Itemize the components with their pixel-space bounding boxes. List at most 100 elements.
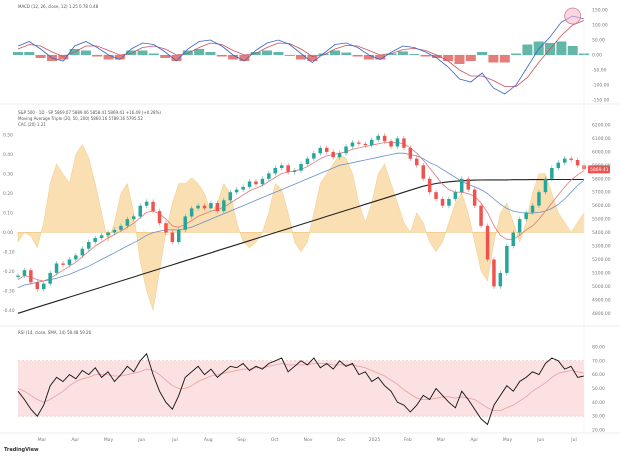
candle-body [524, 212, 528, 220]
macd-histogram-bar [148, 53, 159, 55]
candle-body [479, 205, 483, 226]
candle-body [87, 242, 91, 249]
price-y-tick-label: 5500.00 [592, 217, 611, 223]
price-legend-line: S&P 500 · 1D · SP 5869.07 5889.06 5858.4… [18, 110, 161, 115]
rsi-y-tick-label: 60.00 [592, 372, 605, 378]
macd-histogram-bar [499, 55, 510, 63]
macd-histogram-bar [375, 55, 386, 60]
candle-body [138, 205, 142, 217]
candle-body [318, 147, 322, 154]
candle-body [434, 192, 438, 199]
candle-body [196, 205, 200, 209]
macd-histogram-bar [431, 55, 442, 58]
rsi-legend: RSI (14, close, SMA, 14) 58.48 59.26 [18, 330, 92, 335]
macd-histogram-bar [488, 55, 499, 63]
candle-body [35, 282, 39, 289]
rsi-y-tick-label: 30.00 [592, 414, 605, 420]
macd-histogram-bar [35, 55, 46, 58]
correlation-y-tick-label: 0.40 [3, 152, 13, 158]
candle-body [106, 232, 110, 236]
time-axis-label: Jun [536, 437, 544, 443]
time-axis-label: Oct [271, 437, 279, 443]
candle-body [466, 178, 470, 190]
macd-histogram-bar [465, 55, 476, 61]
macd-histogram-bar [284, 55, 295, 56]
candle-body [209, 203, 213, 209]
macd-histogram-bar [397, 51, 408, 55]
candle-body [247, 181, 252, 187]
macd-histogram-bar [205, 52, 216, 55]
rsi-panel: 80.00 70.00 60.00 50.00 40.00 30.00 20.00 RSI (… [17, 330, 605, 434]
time-axis-label: Apr [71, 437, 79, 443]
rsi-y-tick-label: 20.00 [592, 428, 605, 434]
macd-legend: MACD (12, 26, close, 12) 1.25 0.78 0.48 [18, 4, 99, 9]
candle-body [460, 178, 464, 193]
candle-body [74, 255, 78, 260]
candle-body [337, 153, 342, 158]
candle-body [132, 216, 136, 220]
macd-histogram-bar [58, 55, 69, 60]
rsi-y-tick-label: 40.00 [592, 400, 605, 406]
macd-signal-line [17, 20, 585, 87]
macd-histogram-bar [307, 55, 318, 61]
ma200-line [17, 178, 584, 314]
price-y-tick-label: 4900.00 [592, 297, 611, 303]
macd-histogram-bar [239, 55, 250, 61]
candle-body [505, 246, 509, 273]
candle-body [485, 225, 490, 260]
time-axis-label: Aug [204, 437, 213, 443]
rsi-y-tick-label: 70.00 [592, 358, 605, 364]
correlation-y-tick-label: -0.20 [3, 269, 15, 275]
macd-histogram-bar [522, 44, 533, 55]
macd-histogram-bar [409, 54, 420, 55]
price-y-tick-label: 5300.00 [592, 244, 611, 250]
candle-body [427, 178, 432, 193]
macd-y-tick-label: -150.00 [592, 98, 610, 104]
macd-histogram-bar [171, 55, 182, 61]
time-axis-label: Nov [304, 437, 313, 443]
candle-body [215, 203, 220, 212]
candle-body [157, 211, 162, 224]
tradingview-logo: TradingView [4, 447, 39, 453]
candle-body [305, 158, 310, 164]
candle-body [144, 201, 149, 206]
candle-body [511, 232, 515, 246]
macd-histogram-bar [194, 49, 205, 55]
candle-body [312, 153, 316, 159]
last-price-label: 5869.41 [590, 167, 609, 173]
candle-body [29, 270, 33, 283]
candle-body [61, 263, 65, 265]
price-y-tick-label: 4800.00 [592, 311, 611, 317]
price-y-tick-label: 5600.00 [592, 203, 611, 209]
macd-histogram-bar [126, 50, 137, 55]
price-y-tick-label: 5800.00 [592, 176, 611, 182]
candle-body [537, 192, 541, 206]
macd-histogram-bar [477, 52, 488, 55]
macd-y-tick-label: 100.00 [592, 23, 608, 29]
price-legend-line: CAC (20) 1.21 [18, 122, 46, 127]
time-axis-label: Jul [570, 437, 576, 443]
candle-body [99, 235, 104, 238]
macd-histogram-bar [454, 55, 465, 64]
macd-histogram-bar [556, 41, 567, 55]
macd-histogram-bar [296, 55, 306, 60]
macd-histogram-bar [182, 50, 193, 55]
candle-body [550, 168, 554, 179]
correlation-y-tick-label: 0.10 [3, 210, 13, 216]
candle-body [556, 162, 560, 169]
candle-body [22, 270, 27, 276]
rsi-y-tick-label: 80.00 [592, 344, 605, 350]
macd-histogram-bar [103, 55, 114, 60]
candle-body [498, 272, 503, 287]
candle-body [228, 192, 232, 201]
candle-body [408, 147, 413, 159]
macd-histogram-bar [13, 52, 23, 55]
macd-histogram-bar [80, 50, 91, 55]
candle-body [440, 199, 445, 206]
price-y-tick-label: 6200.00 [592, 123, 611, 129]
macd-histogram-bar [567, 46, 578, 55]
candle-body [402, 138, 406, 148]
candle-body [344, 146, 348, 154]
price-y-tick-label: 5700.00 [592, 190, 611, 196]
